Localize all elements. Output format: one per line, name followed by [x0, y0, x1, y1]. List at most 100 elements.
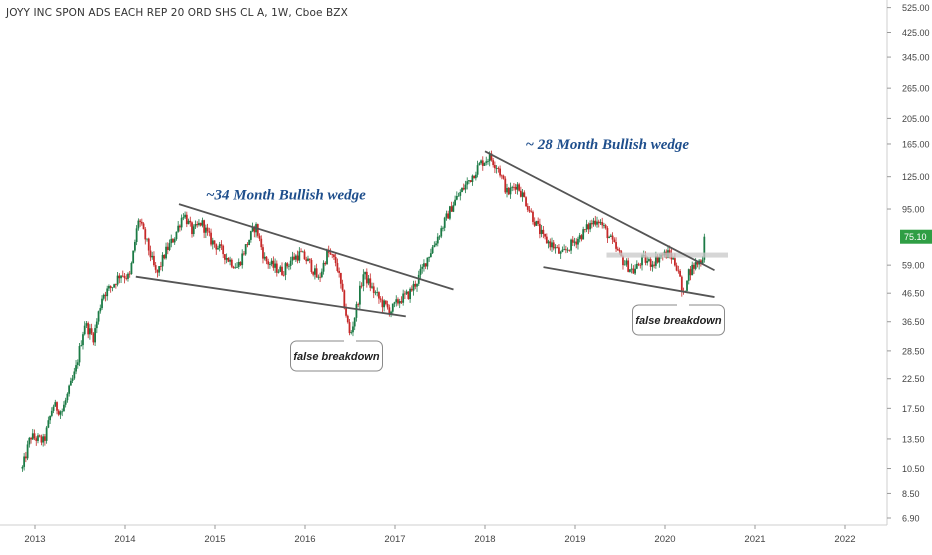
- candle-body: [28, 437, 31, 445]
- candle-body: [241, 253, 244, 266]
- candle-body: [239, 261, 242, 266]
- candle-body: [433, 245, 436, 248]
- candle-body: [227, 257, 230, 262]
- candle-body: [625, 260, 628, 265]
- candle-body: [331, 254, 334, 256]
- candle-body: [530, 211, 533, 213]
- candle-body: [225, 257, 228, 260]
- candle-body: [454, 199, 456, 206]
- candle-body: [87, 323, 90, 335]
- trendline-wedge-2-lower: [543, 266, 715, 298]
- candle-body: [428, 257, 431, 258]
- candle-body: [44, 436, 46, 441]
- candle-body: [492, 160, 495, 166]
- candle-body: [50, 410, 53, 416]
- y-tick-label: 8.50: [902, 489, 920, 499]
- candle-body: [99, 308, 102, 312]
- candle-body: [274, 263, 276, 268]
- candle-body: [294, 255, 297, 260]
- candle-body: [601, 222, 604, 226]
- candle-body: [40, 436, 43, 443]
- candle-body: [566, 249, 569, 251]
- candle-body: [339, 272, 342, 284]
- candle-body: [506, 187, 508, 193]
- candle-body: [528, 209, 531, 212]
- candle-body: [52, 406, 55, 411]
- y-tick-label: 425.00: [902, 28, 930, 38]
- candle-body: [161, 254, 164, 267]
- candle-body: [580, 235, 583, 240]
- candle-body: [251, 226, 254, 232]
- candle-body: [298, 251, 301, 261]
- candle-body: [551, 242, 553, 248]
- candle-body: [236, 266, 238, 268]
- candle-body: [180, 217, 183, 228]
- x-tick-label: 2016: [294, 534, 315, 545]
- chart-title: JOYY INC SPON ADS EACH REP 20 ORD SHS CL…: [6, 7, 348, 19]
- candle-body: [474, 174, 477, 179]
- candle-body: [694, 262, 697, 269]
- candle-body: [606, 228, 609, 239]
- candle-body: [234, 267, 237, 269]
- candle-body: [509, 187, 512, 195]
- candle-body: [192, 226, 195, 235]
- candle-body: [206, 227, 209, 232]
- x-tick-label: 2021: [744, 534, 765, 545]
- last-price-tag: 75.10: [900, 229, 932, 244]
- x-tick-label: 2022: [834, 534, 855, 545]
- candle-body: [232, 266, 235, 269]
- candle-body: [324, 262, 327, 264]
- candle-body: [687, 269, 690, 281]
- y-tick-label: 22.50: [902, 374, 925, 384]
- candle-body: [220, 244, 223, 246]
- candle-body: [310, 260, 313, 272]
- candle-body: [455, 196, 458, 200]
- candle-body: [42, 436, 45, 443]
- candle-body: [75, 365, 77, 372]
- candle-body: [114, 284, 117, 286]
- candle-body: [674, 258, 676, 266]
- candle-body: [130, 262, 133, 275]
- candle-body: [386, 303, 389, 308]
- candle-body: [179, 225, 181, 228]
- candle-body: [359, 285, 361, 305]
- candle-body: [215, 244, 218, 250]
- candle-body: [121, 275, 124, 277]
- candle-body: [689, 269, 692, 276]
- candle-body: [623, 264, 626, 266]
- candle-body: [485, 161, 488, 163]
- candle-body: [301, 251, 304, 253]
- candle-body: [367, 278, 370, 284]
- candle-body: [608, 236, 611, 239]
- candle-body: [426, 257, 429, 267]
- candle-body: [249, 231, 252, 240]
- candle-body: [237, 261, 240, 267]
- candle-body: [82, 334, 84, 346]
- candle-body: [76, 362, 79, 366]
- trendline-wedge-2-upper: [484, 150, 715, 272]
- candle-body: [646, 260, 649, 263]
- candle-body: [480, 160, 482, 164]
- candle-body: [208, 231, 211, 233]
- candle-body: [476, 165, 479, 175]
- candle-body: [139, 220, 141, 222]
- y-tick-label: 125.00: [902, 172, 930, 182]
- candle-body: [317, 276, 320, 278]
- candle-body: [545, 236, 548, 244]
- candle-body: [495, 168, 498, 169]
- candle-body: [507, 187, 510, 195]
- candle-body: [64, 400, 67, 405]
- candle-body: [466, 181, 469, 185]
- candle-body: [613, 239, 616, 242]
- candle-body: [630, 268, 633, 270]
- candle-body: [153, 255, 155, 266]
- y-tick-label: 28.50: [902, 346, 925, 356]
- candle-body: [483, 162, 486, 166]
- candle-body: [519, 190, 522, 197]
- candle-body: [615, 241, 617, 249]
- candle-body: [270, 260, 273, 265]
- candle-body: [21, 466, 24, 469]
- candle-body: [457, 195, 460, 197]
